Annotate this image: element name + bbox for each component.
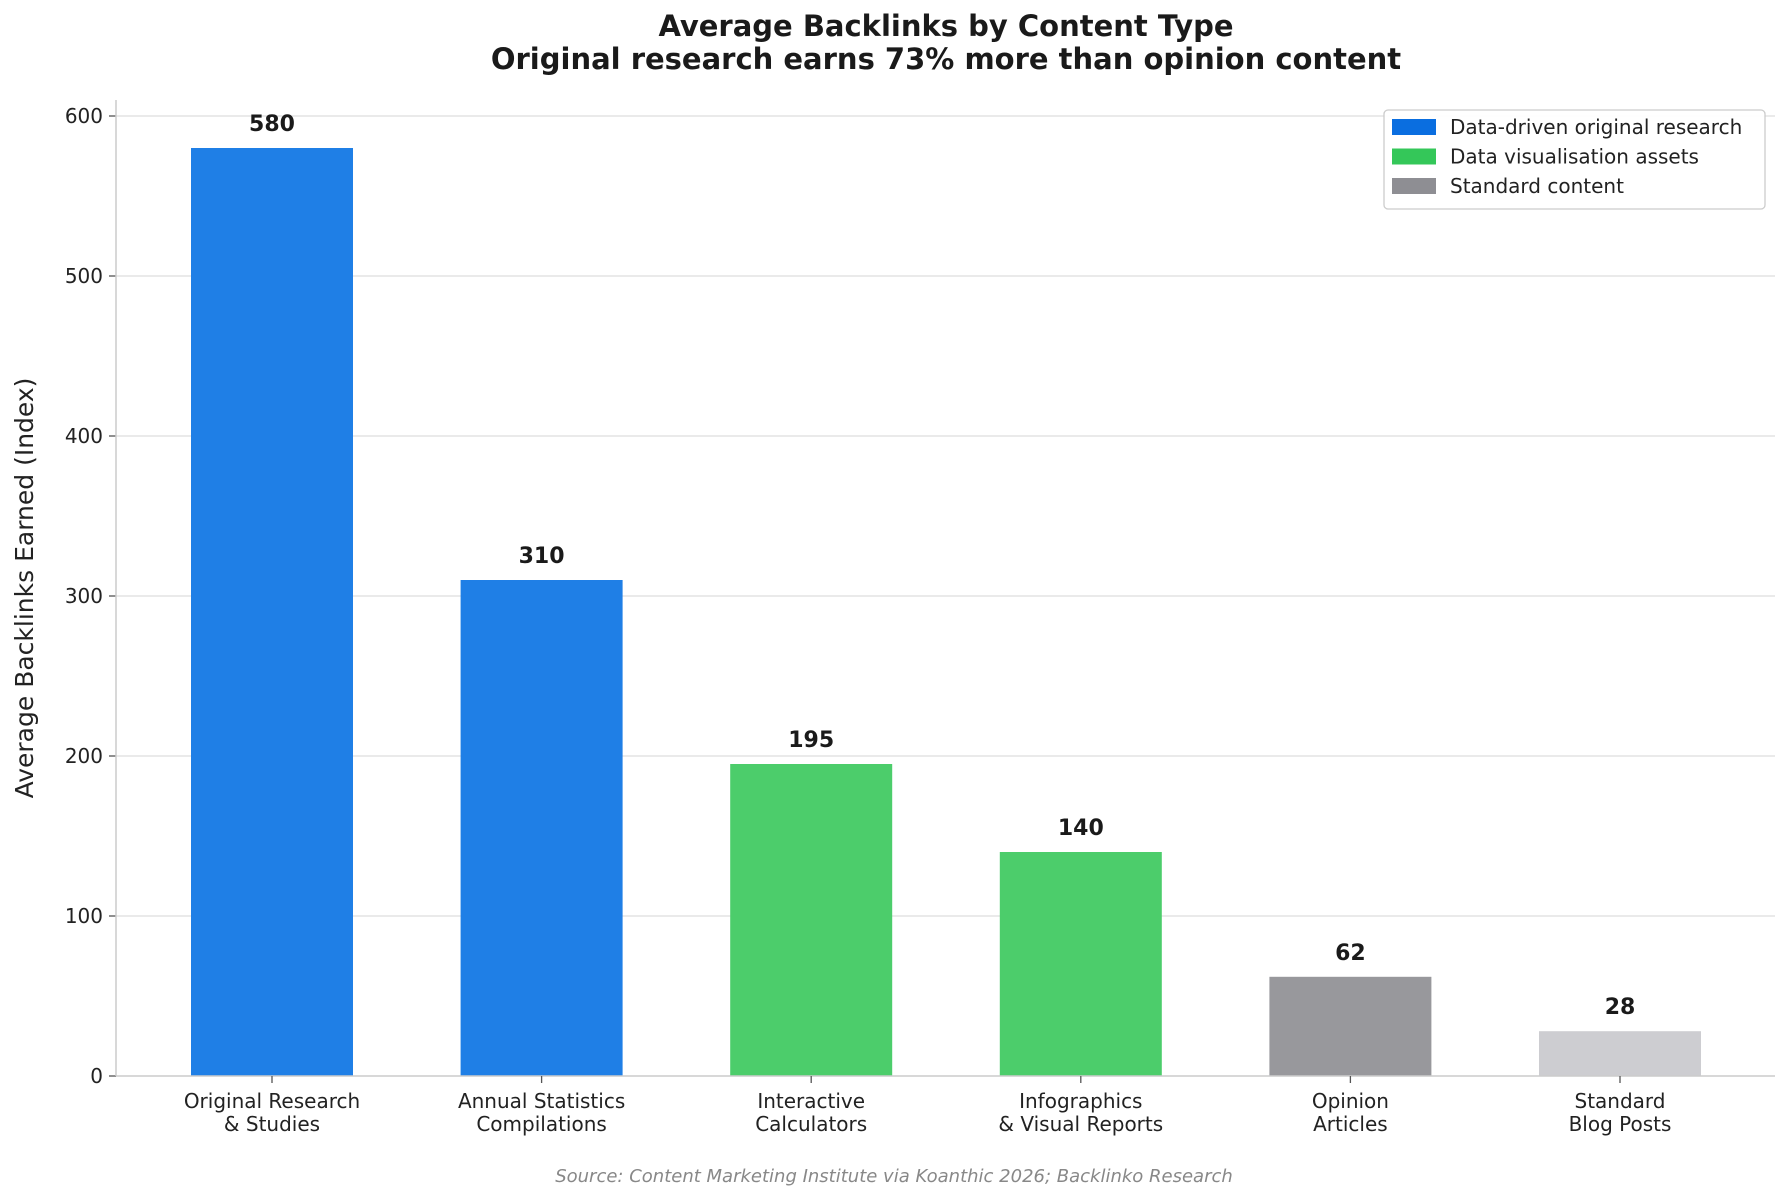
bar: [999, 852, 1162, 1076]
legend-swatch: [1392, 119, 1436, 135]
x-tick-label: Opinion: [1312, 1089, 1389, 1113]
y-tick-label: 300: [65, 584, 103, 608]
legend-label: Data visualisation assets: [1450, 145, 1699, 169]
grid-lines: [116, 115, 1775, 917]
x-tick-label: Interactive: [757, 1089, 865, 1113]
bar: [730, 764, 893, 1076]
bars: [191, 148, 1701, 1076]
y-tick-label: 0: [90, 1064, 103, 1088]
bar: [191, 148, 353, 1076]
x-tick-label: Articles: [1313, 1112, 1388, 1136]
legend-label: Standard content: [1450, 174, 1624, 198]
legend-label: Data-driven original research: [1450, 115, 1742, 139]
x-tick-label: & Studies: [224, 1112, 320, 1136]
axes: 0 100 200 300 400 500 600 Original Research& St…: [65, 100, 1775, 1136]
y-tick-label: 100: [65, 904, 103, 928]
legend-swatch: [1392, 148, 1436, 165]
x-tick-label: Standard: [1575, 1089, 1666, 1113]
y-axis-label: Average Backlinks Earned (Index): [10, 378, 39, 799]
x-tick-label: Blog Posts: [1569, 1112, 1672, 1136]
chart-title: Average Backlinks by Content Type: [658, 9, 1233, 43]
legend-swatch: [1392, 178, 1436, 194]
data-label: 140: [1058, 816, 1104, 841]
x-tick-label: Compilations: [476, 1112, 606, 1136]
data-label: 62: [1335, 941, 1366, 966]
y-tick-label: 400: [65, 424, 103, 448]
x-tick-label: Annual Statistics: [458, 1089, 625, 1113]
bar: [1269, 976, 1432, 1076]
x-tick-label: Original Research: [184, 1089, 360, 1113]
data-label: 195: [788, 728, 834, 753]
legend-box: [1383, 109, 1766, 210]
y-tick-label: 200: [65, 744, 103, 768]
legend: Data-driven original research Data visual…: [1383, 109, 1766, 210]
data-label: 580: [249, 112, 295, 137]
source-note: Source: Content Marketing Institute via …: [555, 1166, 1233, 1187]
y-tick-label: 600: [65, 104, 103, 128]
y-tick-label: 500: [65, 264, 103, 288]
x-tick-label: Infographics: [1019, 1089, 1142, 1113]
x-tick-label: Calculators: [755, 1112, 867, 1136]
bar: [1539, 1031, 1701, 1076]
data-label: 28: [1605, 995, 1636, 1020]
bar: [460, 580, 623, 1076]
data-labels: 580 310 195 140 62 28: [249, 112, 1635, 1020]
chart-subtitle: Original research earns 73% more than op…: [491, 42, 1401, 76]
data-label: 310: [519, 544, 565, 569]
x-tick-label: & Visual Reports: [998, 1112, 1163, 1136]
